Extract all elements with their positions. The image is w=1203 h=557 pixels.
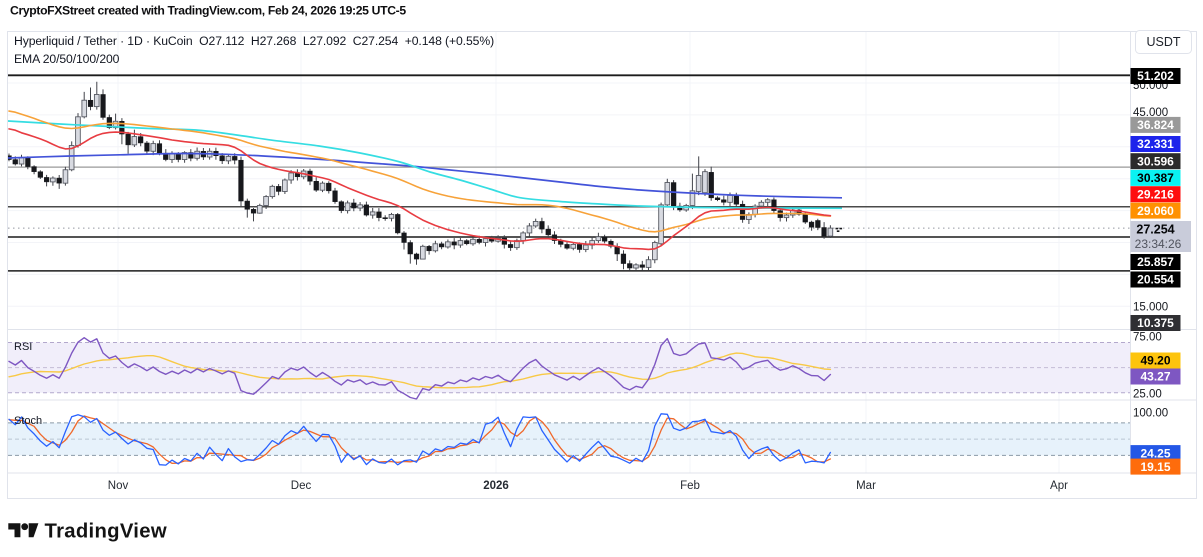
svg-text:24.25: 24.25: [1140, 446, 1170, 460]
svg-text:15.000: 15.000: [1133, 301, 1168, 313]
svg-text:Dec: Dec: [291, 480, 312, 492]
svg-text:Stoch: Stoch: [14, 415, 42, 427]
svg-text:RSI: RSI: [14, 341, 32, 353]
svg-text:100.00: 100.00: [1133, 408, 1168, 420]
svg-text:30.387: 30.387: [1137, 171, 1174, 185]
svg-text:23:34:26: 23:34:26: [1135, 237, 1182, 251]
svg-text:25.00: 25.00: [1133, 389, 1162, 401]
svg-text:10.375: 10.375: [1137, 316, 1174, 330]
svg-text:2026: 2026: [483, 480, 509, 492]
svg-text:Nov: Nov: [108, 480, 129, 492]
svg-text:20.554: 20.554: [1137, 273, 1174, 287]
svg-text:29.060: 29.060: [1137, 204, 1174, 218]
svg-text:Apr: Apr: [1050, 480, 1068, 492]
svg-text:Mar: Mar: [856, 480, 876, 492]
svg-text:49.20: 49.20: [1140, 354, 1170, 368]
svg-text:36.824: 36.824: [1137, 118, 1174, 132]
svg-text:CryptoFXStreet created with Tr: CryptoFXStreet created with TradingView.…: [10, 4, 406, 18]
svg-text:45.000: 45.000: [1133, 107, 1168, 119]
svg-text:43.27: 43.27: [1140, 370, 1170, 384]
svg-text:EMA 20/50/100/200: EMA 20/50/100/200: [14, 52, 120, 66]
svg-text:Feb: Feb: [680, 480, 700, 492]
svg-text:Hyperliquid / Tether · 1D · Ku: Hyperliquid / Tether · 1D · KuCoin O27.1…: [14, 34, 494, 48]
svg-text:27.254: 27.254: [1136, 223, 1174, 237]
svg-text:29.216: 29.216: [1137, 187, 1174, 201]
svg-text:30.596: 30.596: [1137, 154, 1174, 168]
svg-text:32.331: 32.331: [1137, 137, 1174, 151]
svg-text:75.00: 75.00: [1133, 332, 1162, 344]
svg-text:25.857: 25.857: [1137, 255, 1174, 269]
svg-text:TradingView: TradingView: [45, 520, 167, 542]
svg-text:51.202: 51.202: [1137, 69, 1174, 83]
svg-text:USDT: USDT: [1146, 35, 1180, 49]
svg-text:19.15: 19.15: [1140, 460, 1170, 474]
